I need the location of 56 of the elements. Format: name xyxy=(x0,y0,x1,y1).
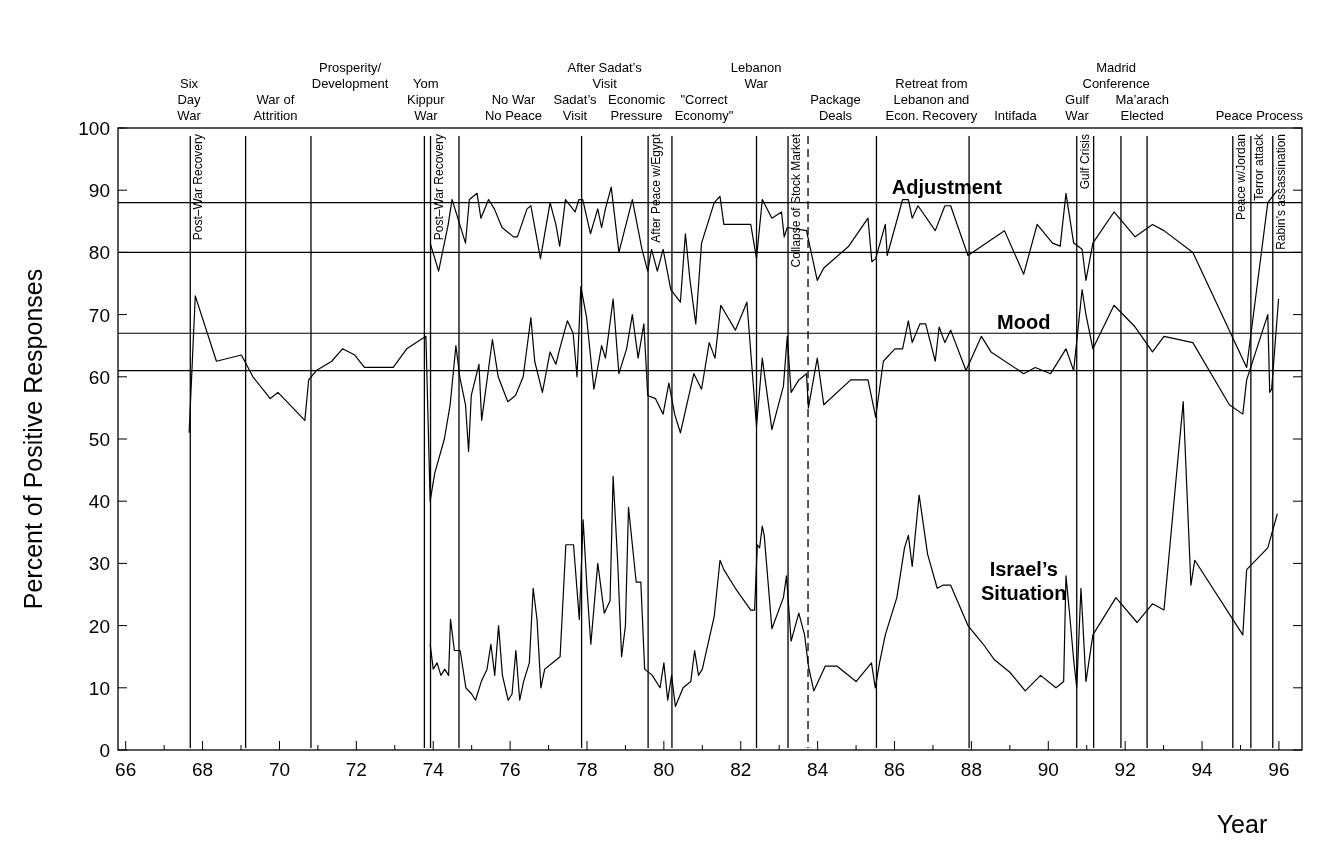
y-tick-label: 30 xyxy=(88,553,110,575)
x-tick-label: 70 xyxy=(268,759,291,780)
text: Sadat’s Visit xyxy=(553,92,598,123)
y-tick-label: 70 xyxy=(88,304,110,326)
series-label: Mood xyxy=(997,310,1051,333)
text: Madrid Conference xyxy=(1082,60,1150,91)
text: "Correct Economy" xyxy=(674,92,734,123)
text: Gulf War xyxy=(1065,92,1090,123)
x-tick-label: 94 xyxy=(1191,759,1214,780)
ref-line-label: Collapse of Stock Market xyxy=(789,133,804,268)
x-tick-label: 86 xyxy=(883,759,906,780)
text: No War No Peace xyxy=(484,92,542,123)
y-tick-label: 40 xyxy=(88,491,110,513)
ref-line-label: Peace w/Jordan xyxy=(1233,134,1248,221)
text: Lebanon War xyxy=(730,60,782,91)
text: Yom Kippur War xyxy=(407,76,446,123)
text: Retreat from Lebanon and Econ. Recovery xyxy=(885,76,978,123)
ref-line-label: Post–War Recovery xyxy=(431,134,446,241)
text: Intifada xyxy=(994,108,1038,123)
y-tick-label: 60 xyxy=(88,366,110,388)
x-tick-label: 78 xyxy=(576,759,598,780)
x-tick-label: 68 xyxy=(192,759,214,780)
text: After Sadat’s Visit xyxy=(567,60,643,91)
ref-line-label: Post–War Recovery xyxy=(191,134,206,241)
y-axis-title: Percent of Positive Responses xyxy=(19,268,47,610)
ref-line-label: Gulf Crisis xyxy=(1077,134,1092,190)
x-axis-title: Year xyxy=(1216,810,1268,838)
y-tick-label: 80 xyxy=(88,242,110,264)
y-tick-label: 50 xyxy=(88,429,110,450)
y-tick-label: 0 xyxy=(99,740,110,761)
x-tick-label: 90 xyxy=(1037,759,1059,780)
y-tick-label: 20 xyxy=(88,615,110,637)
ref-line-label: After Peace w/Egypt xyxy=(649,133,664,243)
y-tick-label: 100 xyxy=(78,118,110,139)
text: Ma’arach Elected xyxy=(1115,92,1169,123)
y-tick-label: 90 xyxy=(88,180,110,202)
x-tick-label: 76 xyxy=(499,759,521,780)
x-tick-label: 72 xyxy=(345,759,367,780)
x-tick-label: 74 xyxy=(422,759,445,780)
x-tick-label: 92 xyxy=(1114,759,1136,780)
text: Economic Pressure xyxy=(608,92,666,123)
text: Six Day War xyxy=(177,76,202,123)
x-tick-label: 66 xyxy=(115,759,137,780)
ref-line-label: Terror attack xyxy=(1251,133,1266,201)
series-label: Israel’s Situation xyxy=(980,557,1067,604)
ref-line-label: Rabin’s assassination xyxy=(1273,134,1288,250)
text: Peace Process xyxy=(1215,108,1304,123)
x-tick-label: 82 xyxy=(730,759,752,780)
x-tick-label: 88 xyxy=(960,759,982,780)
x-tick-label: 80 xyxy=(653,759,675,780)
text: War of Attrition xyxy=(253,92,298,123)
y-tick-label: 10 xyxy=(88,677,110,699)
text: Prosperity/ Development xyxy=(311,60,389,91)
x-tick-label: 96 xyxy=(1268,759,1290,780)
x-tick-label: 84 xyxy=(807,759,829,780)
text: Package Deals xyxy=(810,92,861,123)
